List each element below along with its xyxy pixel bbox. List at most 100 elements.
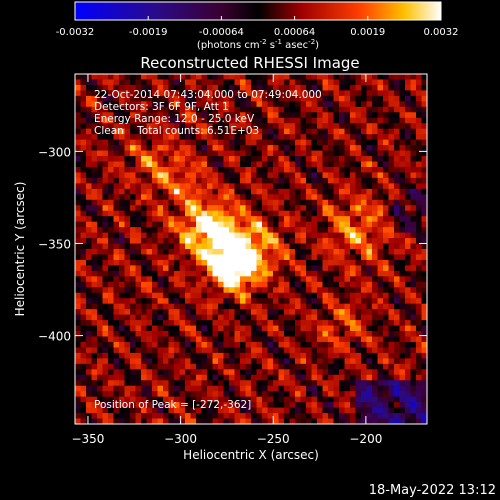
heatmap-cell [350, 177, 356, 184]
heatmap-cell [344, 238, 351, 244]
heatmap-cell [97, 374, 103, 381]
heatmap-cell [152, 270, 158, 277]
heatmap-cell [355, 352, 362, 359]
heatmap-cell [196, 221, 202, 228]
heatmap-cell [372, 188, 378, 195]
heatmap-cell [229, 106, 235, 113]
heatmap-cell [212, 101, 219, 108]
heatmap-cell [317, 183, 323, 190]
heatmap-cell [267, 177, 274, 184]
heatmap-cell [394, 369, 400, 376]
heatmap-cell [135, 199, 142, 206]
heatmap-cell [267, 336, 274, 343]
heatmap-cell [212, 84, 219, 91]
heatmap-cell [152, 227, 158, 233]
heatmap-cell [421, 380, 428, 387]
heatmap-cell [97, 270, 103, 277]
heatmap-cell [405, 139, 411, 146]
heatmap-cell [102, 358, 109, 365]
heatmap-cell [300, 298, 307, 305]
heatmap-cell [350, 292, 356, 299]
heatmap-cell [416, 177, 422, 184]
heatmap-cell [355, 177, 362, 184]
heatmap-cell [322, 380, 329, 387]
heatmap-cell [405, 156, 411, 162]
heatmap-cell [91, 194, 98, 201]
heatmap-cell [174, 106, 180, 113]
heatmap-cell [190, 320, 197, 326]
heatmap-cell [273, 227, 279, 233]
heatmap-cell [174, 84, 180, 91]
heatmap-cell [273, 320, 279, 326]
heatmap-cell [245, 259, 252, 266]
heatmap-cell [267, 238, 274, 244]
heatmap-cell [135, 292, 142, 299]
heatmap-cell [119, 287, 125, 294]
heatmap-cell [267, 79, 274, 86]
heatmap-cell [251, 128, 257, 135]
heatmap-cell [328, 254, 334, 261]
heatmap-cell [229, 101, 235, 108]
heatmap-cell [229, 309, 235, 316]
heatmap-cell [91, 363, 98, 370]
heatmap-cell [168, 210, 175, 217]
heatmap-cell [201, 210, 208, 217]
heatmap-cell [278, 128, 285, 135]
heatmap-cell [278, 232, 285, 239]
heatmap-cell [80, 287, 87, 294]
heatmap-cell [119, 243, 125, 250]
heatmap-cell [350, 391, 356, 398]
heatmap-cell [91, 177, 98, 184]
heatmap-cell [311, 413, 318, 419]
heatmap-cell [75, 347, 81, 354]
heatmap-cell [333, 221, 340, 228]
heatmap-cell [240, 309, 246, 316]
heatmap-cell [278, 249, 285, 255]
heatmap-cell [245, 347, 252, 354]
heatmap-cell [218, 402, 224, 408]
heatmap-cell [185, 150, 191, 157]
heatmap-cell [394, 413, 400, 419]
heatmap-cell [86, 194, 92, 201]
heatmap-cell [218, 380, 224, 387]
heatmap-cell [75, 254, 81, 261]
heatmap-cell [421, 276, 428, 283]
heatmap-cell [394, 134, 400, 141]
heatmap-cell [201, 112, 208, 119]
heatmap-cell [218, 166, 224, 173]
heatmap-cell [174, 238, 180, 244]
heatmap-cell [300, 95, 307, 102]
heatmap-cell [251, 238, 257, 244]
heatmap-cell [317, 385, 323, 392]
heatmap-cell [300, 243, 307, 250]
heatmap-cell [333, 254, 340, 261]
heatmap-cell [333, 358, 340, 365]
heatmap-cell [273, 407, 279, 414]
heatmap-cell [86, 183, 92, 190]
heatmap-cell [97, 101, 103, 108]
heatmap-cell [91, 331, 98, 337]
heatmap-cell [344, 347, 351, 354]
heatmap-cell [190, 363, 197, 370]
heatmap-cell [383, 188, 389, 195]
heatmap-cell [97, 161, 103, 168]
heatmap-cell [355, 101, 362, 108]
heatmap-cell [218, 418, 224, 425]
heatmap-cell [311, 380, 318, 387]
heatmap-cell [102, 336, 109, 343]
heatmap-cell [240, 101, 246, 108]
heatmap-cell [366, 341, 373, 348]
heatmap-cell [405, 79, 411, 86]
heatmap-cell [322, 221, 329, 228]
heatmap-cell [405, 205, 411, 212]
heatmap-cell [75, 156, 81, 162]
heatmap-cell [80, 407, 87, 414]
heatmap-cell [234, 112, 241, 119]
heatmap-cell [75, 270, 81, 277]
heatmap-cell [289, 380, 296, 387]
heatmap-cell [361, 112, 367, 119]
heatmap-cell [399, 123, 406, 130]
heatmap-cell [350, 369, 356, 376]
heatmap-cell [317, 150, 323, 157]
heatmap-cell [267, 363, 274, 370]
